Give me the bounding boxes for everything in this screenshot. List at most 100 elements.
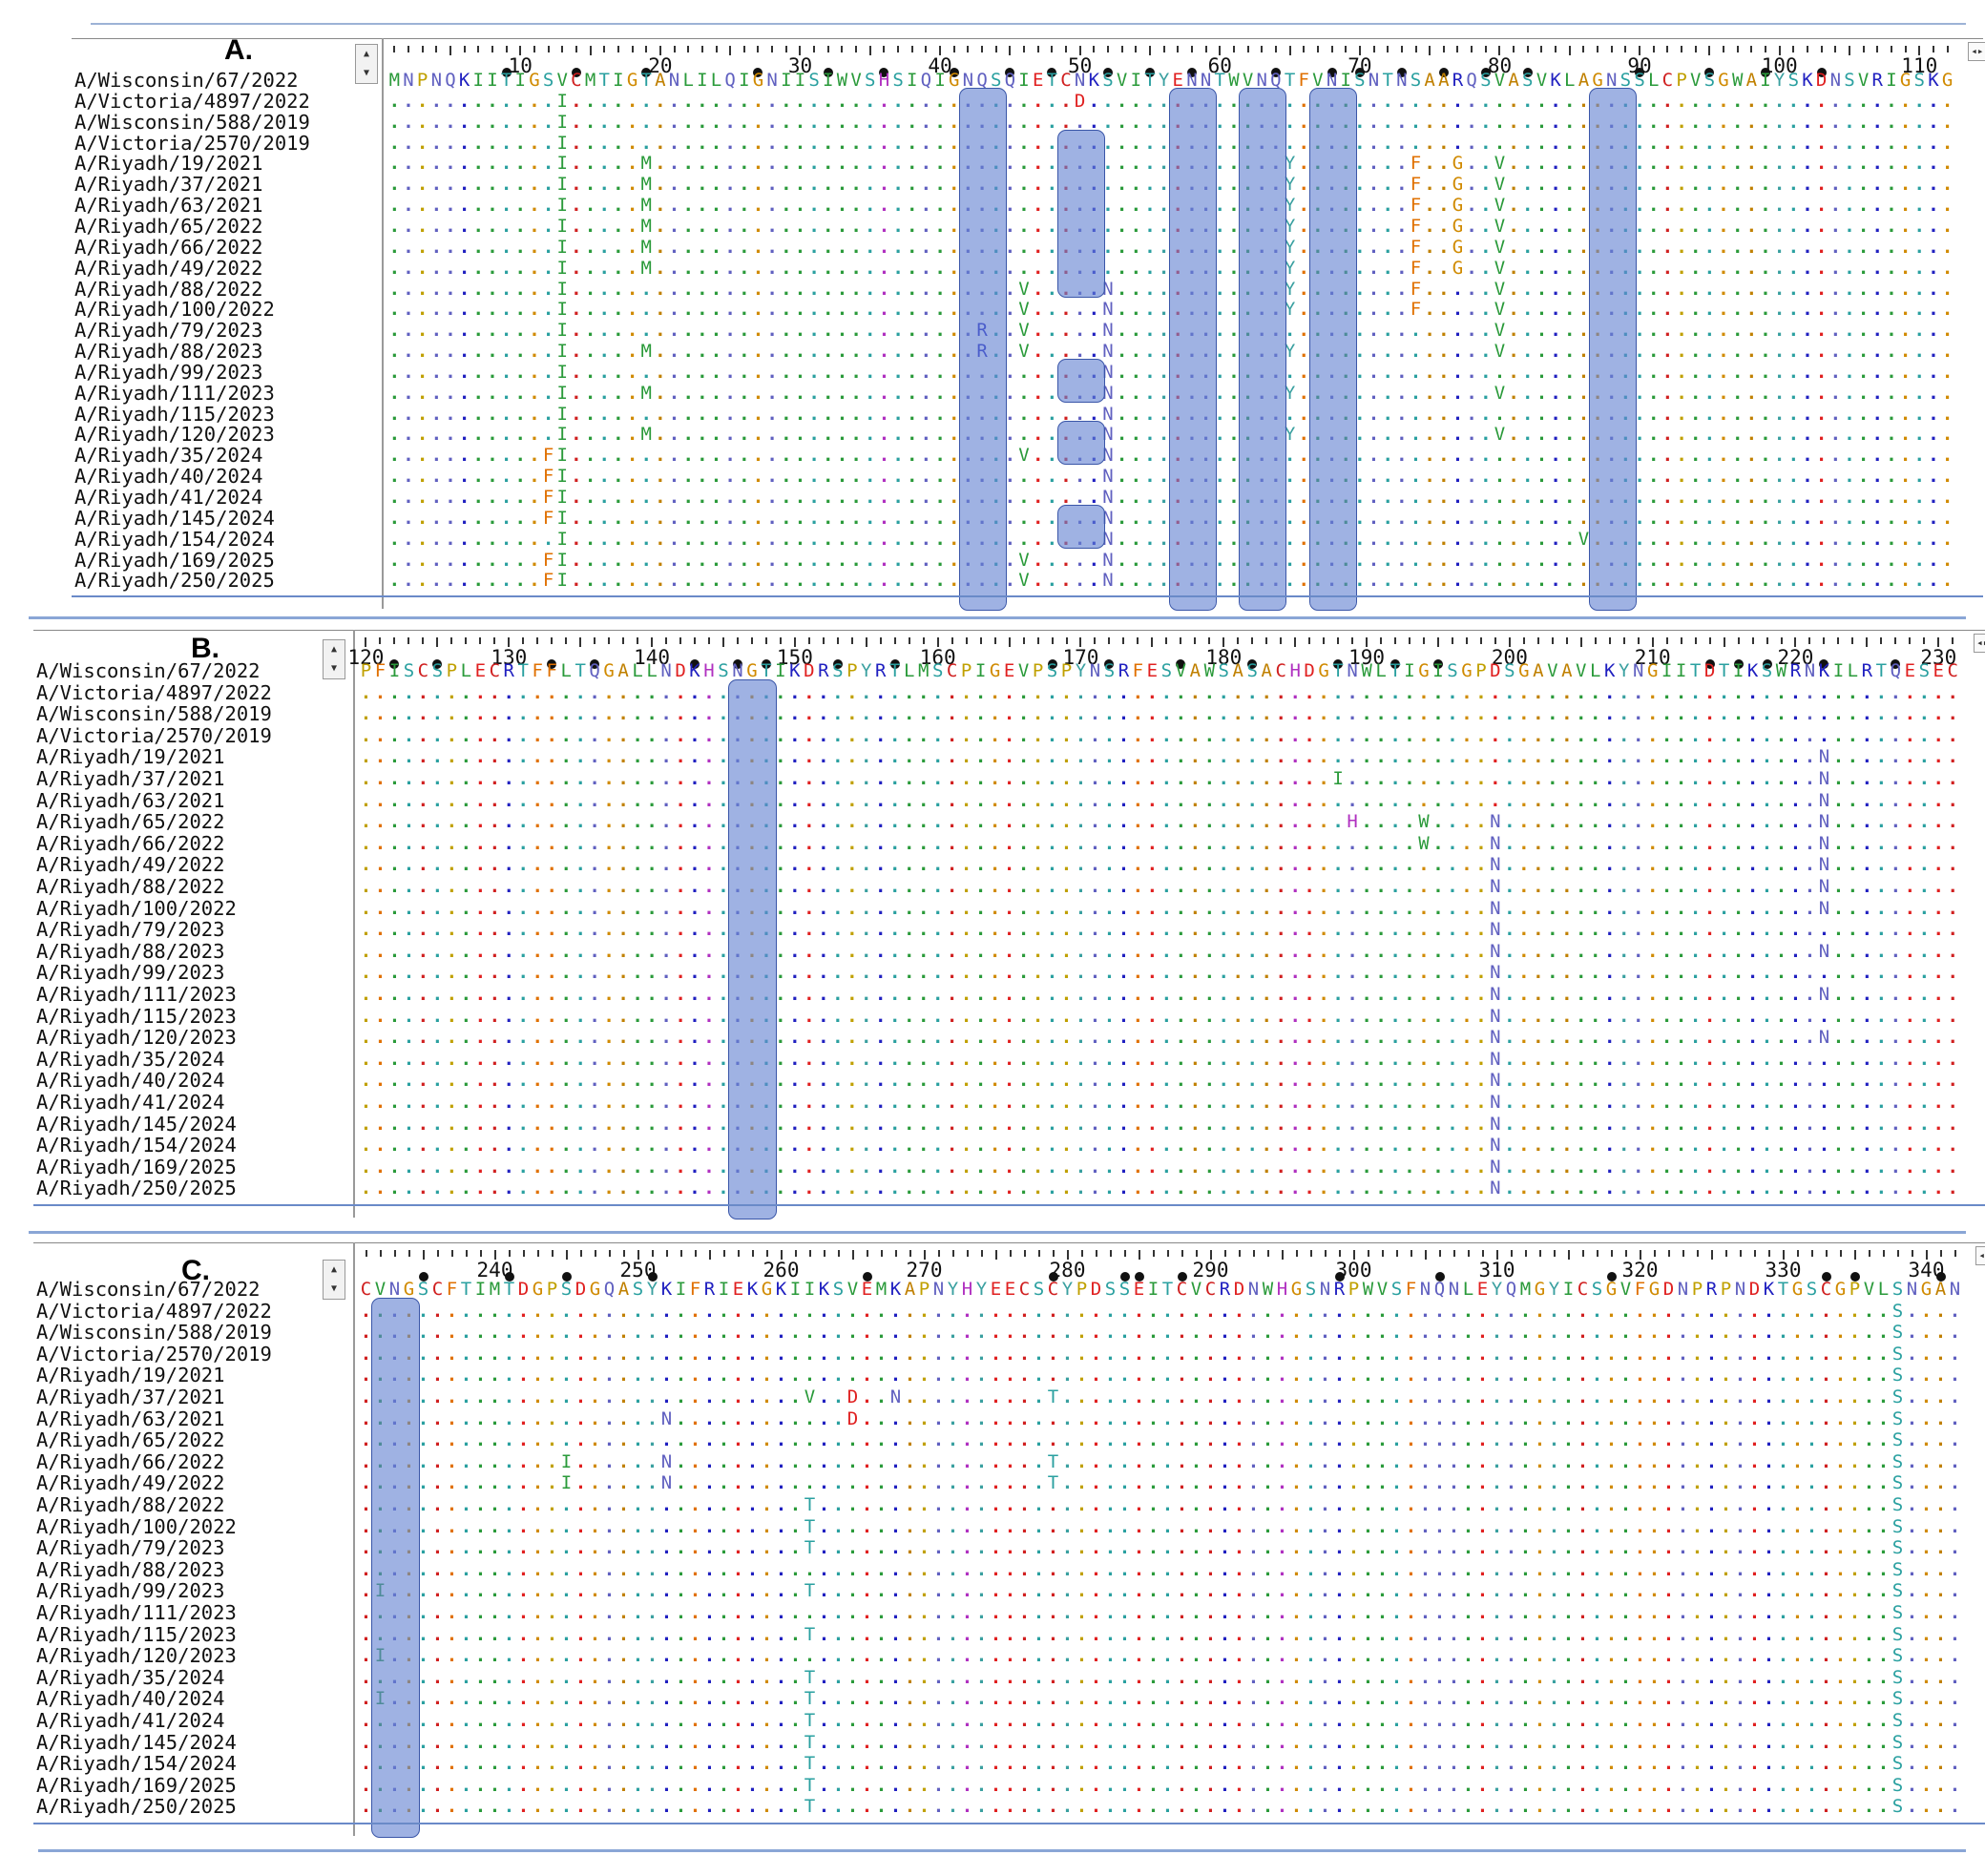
alignment-cell: . (1774, 258, 1785, 279)
ruler-tick (1738, 637, 1740, 644)
reference-residue: V (850, 70, 861, 91)
sequence-name[interactable]: A/Riyadh/120/2023 (74, 423, 275, 446)
alignment-cell: . (1047, 279, 1057, 300)
alignment-cell: . (1774, 529, 1785, 550)
alignment-cell: . (1746, 112, 1757, 133)
sequence-name[interactable]: A/Riyadh/19/2021 (74, 152, 262, 175)
sequence-name[interactable]: A/Riyadh/88/2022 (74, 278, 262, 301)
alignment-cell: . (669, 195, 679, 216)
sequence-name[interactable]: A/Riyadh/100/2022 (74, 298, 275, 321)
alignment-cell: . (837, 445, 847, 466)
ruler-tick (1394, 637, 1396, 644)
sequence-name[interactable]: A/Riyadh/115/2023 (74, 403, 275, 426)
alignment-cell: . (1886, 279, 1896, 300)
alignment-cell: . (795, 487, 805, 508)
alignment-cell: . (669, 424, 679, 445)
sequence-name[interactable]: A/Wisconsin/588/2019 (74, 111, 310, 134)
mutation-residue: F (1410, 279, 1421, 300)
alignment-cell: . (669, 91, 679, 112)
alignment-cell: . (1047, 91, 1057, 112)
sequence-name[interactable]: A/Riyadh/65/2022 (74, 215, 262, 238)
alignment-cell: . (1900, 424, 1911, 445)
alignment-cell: . (1578, 320, 1589, 341)
alignment-cell: . (431, 529, 442, 550)
alignment-cell: . (1886, 258, 1896, 279)
sequence-name[interactable]: A/Riyadh/169/2025 (74, 549, 275, 572)
sequence-name[interactable]: A/Wisconsin/67/2022 (74, 69, 299, 92)
alignment-cell: . (1704, 91, 1715, 112)
sequence-name[interactable]: A/Riyadh/35/2024 (74, 444, 262, 467)
sequence-name[interactable]: A/Riyadh/49/2022 (74, 257, 262, 280)
alignment-cell: . (753, 299, 763, 320)
sequence-name[interactable]: A/Riyadh/40/2024 (74, 465, 262, 488)
alignment-cell: . (1144, 508, 1155, 529)
sequence-name[interactable]: A/Riyadh/250/2025 (74, 569, 275, 592)
alignment-cell: . (1131, 424, 1141, 445)
alignment-cell: . (487, 195, 497, 216)
alignment-cell: . (850, 133, 861, 154)
alignment-cell: . (1424, 341, 1434, 362)
alignment-cell: . (1746, 195, 1757, 216)
alignment-cell: . (1117, 279, 1127, 300)
alignment-cell: . (1886, 153, 1896, 174)
ruler-tick (1891, 46, 1892, 52)
alignment-cell: . (1690, 133, 1701, 154)
alignment-cell: . (1928, 195, 1938, 216)
sequence-name[interactable]: A/Riyadh/66/2022 (74, 236, 262, 259)
alignment-cell: . (1228, 195, 1239, 216)
alignment-cell: . (585, 550, 596, 571)
ruler-tick (1066, 637, 1068, 644)
scroll-end-icon[interactable]: ◂▸ (1968, 42, 1985, 61)
alignment-cell: . (571, 133, 581, 154)
sequence-name[interactable]: A/Riyadh/154/2024 (74, 528, 275, 551)
sequence-name[interactable]: A/Riyadh/99/2023 (74, 361, 262, 384)
ruler-tick (1065, 46, 1067, 52)
glycosylation-site-highlight (1057, 130, 1105, 299)
alignment-cell: . (697, 237, 707, 258)
alignment-cell: . (892, 133, 903, 154)
alignment-cell: . (459, 487, 470, 508)
alignment-cell: . (655, 216, 665, 237)
alignment-cell: . (1564, 133, 1575, 154)
alignment-cell: . (1718, 487, 1728, 508)
reference-residue: K (689, 660, 700, 681)
alignment-cell: . (1228, 341, 1239, 362)
ruler-tick (729, 46, 731, 55)
alignment-cell: . (781, 153, 791, 174)
sequence-name[interactable]: A/Riyadh/79/2023 (74, 319, 262, 342)
alignment-cell: . (417, 112, 428, 133)
sequence-name[interactable]: A/Victoria/4897/2022 (74, 90, 310, 113)
alignment-cell: . (1369, 195, 1379, 216)
alignment-cell: . (1914, 341, 1925, 362)
alignment-cell: . (1117, 320, 1127, 341)
alignment-cell: . (1718, 362, 1728, 383)
alignment-cell: . (1732, 445, 1743, 466)
alignment-cell: . (1438, 258, 1449, 279)
sequence-name[interactable]: A/Riyadh/145/2024 (74, 507, 275, 530)
alignment-cell: . (501, 195, 512, 216)
alignment-cell: . (1858, 508, 1869, 529)
alignment-cell: . (655, 153, 665, 174)
sequence-name[interactable]: A/Victoria/2570/2019 (74, 132, 310, 155)
reference-residue: T (575, 660, 585, 681)
scroll-end-icon[interactable]: ◂▸ (1974, 634, 1985, 653)
sequence-name[interactable]: A/Riyadh/63/2021 (74, 194, 262, 217)
alignment-cell: . (1844, 404, 1854, 425)
sequence-name[interactable]: A/Riyadh/111/2023 (74, 382, 275, 405)
alignment-cell: . (823, 466, 833, 487)
alignment-cell: . (515, 341, 526, 362)
alignment-cell: . (598, 383, 609, 404)
reference-residue: T (1047, 70, 1057, 91)
alignment-cell: . (1662, 362, 1673, 383)
ruler-tick (1569, 46, 1571, 55)
alignment-cell: . (571, 466, 581, 487)
alignment-cell: . (921, 508, 931, 529)
sequence-name[interactable]: A/Wisconsin/67/2022 (36, 659, 261, 682)
sequence-name[interactable]: A/Riyadh/37/2021 (74, 173, 262, 196)
alignment-cell: . (431, 487, 442, 508)
alignment-cell: . (739, 299, 749, 320)
sequence-name[interactable]: A/Riyadh/88/2023 (74, 340, 262, 363)
sequence-name[interactable]: A/Riyadh/41/2024 (74, 486, 262, 509)
alignment-cell: . (417, 153, 428, 174)
alignment-cell: . (501, 466, 512, 487)
